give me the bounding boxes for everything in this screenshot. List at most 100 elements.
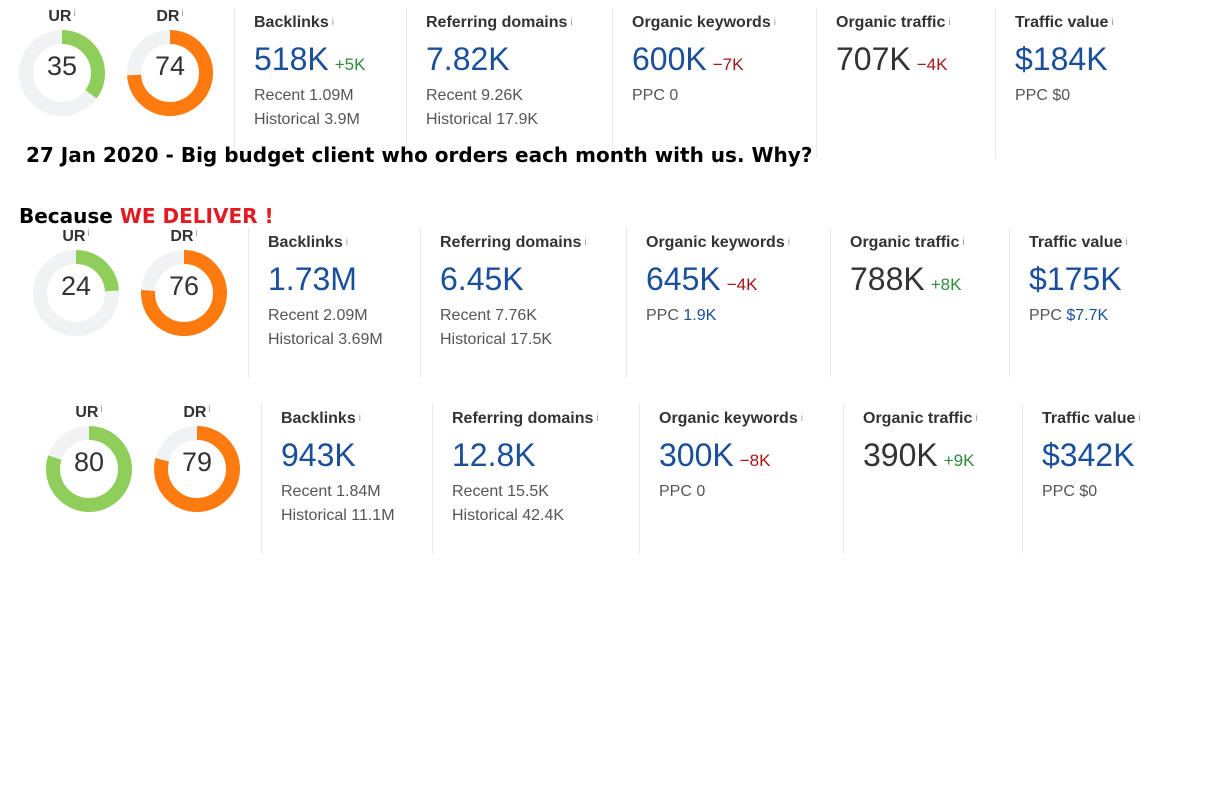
referring-domains-recent: Recent 15.5K: [452, 483, 549, 500]
backlinks-card[interactable]: Backlinks i 1.73M Recent 2.09M Historical…: [248, 228, 420, 378]
info-icon[interactable]: i: [800, 413, 803, 424]
referring-domains-card[interactable]: Referring domains i 6.45K Recent 7.76K Hi…: [420, 228, 626, 378]
info-icon[interactable]: i: [975, 413, 978, 424]
ur-gauge[interactable]: UR i 35: [14, 8, 110, 118]
ppc-value: 1.9K: [683, 307, 717, 324]
ppc-value: 0: [669, 87, 679, 104]
traffic-value-card[interactable]: Traffic value i $175K PPC $7.7K: [1009, 228, 1209, 378]
backlinks-historical: Historical 3.69M: [268, 331, 383, 348]
traffic-value-value[interactable]: $175K: [1029, 261, 1122, 297]
backlinks-card[interactable]: Backlinks i 943K Recent 1.84M Historical …: [261, 404, 433, 554]
ring-fill: [154, 426, 240, 512]
traffic-value-card[interactable]: Traffic value i $342K PPC $0: [1022, 404, 1222, 554]
info-icon[interactable]: i: [331, 17, 334, 28]
info-icon[interactable]: i: [358, 413, 361, 424]
info-icon[interactable]: i: [73, 8, 76, 19]
backlinks-value[interactable]: 1.73M: [268, 261, 357, 297]
referring-domains-value[interactable]: 12.8K: [452, 437, 536, 473]
organic-traffic-delta: −4K: [916, 55, 948, 74]
dr-gauge[interactable]: DR i 76: [136, 228, 232, 338]
backlinks-label: Backlinks: [281, 410, 356, 427]
ur-gauge[interactable]: UR i 80: [41, 404, 137, 514]
info-icon[interactable]: i: [100, 404, 103, 415]
referring-domains-historical: Historical 17.9K: [426, 111, 539, 128]
organic-traffic-value[interactable]: 788K: [850, 261, 925, 297]
organic-keywords-ppc: PPC 0: [659, 480, 843, 504]
rating-gauges: UR i 24 DR i 76: [28, 228, 268, 348]
ur-gauge[interactable]: UR i 24: [28, 228, 124, 338]
info-icon[interactable]: i: [584, 237, 587, 248]
info-icon[interactable]: i: [208, 404, 211, 415]
info-icon[interactable]: i: [87, 228, 90, 239]
traffic-value-ppc: PPC $0: [1042, 480, 1222, 504]
info-icon[interactable]: i: [773, 17, 776, 28]
organic-keywords-value[interactable]: 300K: [659, 437, 734, 473]
organic-traffic-card[interactable]: Organic traffic i 390K +9K: [843, 404, 1023, 554]
backlinks-historical: Historical 11.1M: [281, 507, 395, 524]
info-icon[interactable]: i: [345, 237, 348, 248]
dr-ring: [141, 250, 227, 336]
backlinks-label: Backlinks: [254, 14, 329, 31]
traffic-value-value[interactable]: $184K: [1015, 41, 1108, 77]
metrics-panel-1: UR i 35 DR i 74 Backlinks i 518K +5K Recent …: [0, 8, 1228, 158]
organic-keywords-label: Organic keywords: [632, 14, 771, 31]
info-icon[interactable]: i: [962, 237, 965, 248]
ur-label: UR: [62, 228, 86, 245]
info-icon[interactable]: i: [181, 8, 184, 19]
referring-domains-value[interactable]: 6.45K: [440, 261, 524, 297]
organic-keywords-label: Organic keywords: [646, 234, 785, 251]
organic-traffic-value[interactable]: 707K: [836, 41, 911, 77]
organic-traffic-card[interactable]: Organic traffic i 707K −4K: [816, 8, 996, 158]
ur-value: 35: [46, 51, 78, 81]
backlinks-value[interactable]: 518K: [254, 41, 329, 77]
ppc-label: PPC: [1042, 483, 1075, 500]
referring-domains-card[interactable]: Referring domains i 12.8K Recent 15.5K Hi…: [432, 404, 639, 554]
referring-domains-value[interactable]: 7.82K: [426, 41, 510, 77]
ppc-label: PPC: [659, 483, 692, 500]
dr-value: 74: [154, 51, 186, 81]
ur-ring: [19, 30, 105, 116]
ur-label: UR: [75, 404, 99, 421]
info-icon[interactable]: i: [787, 237, 790, 248]
backlinks-recent: Recent 1.84M: [281, 483, 381, 500]
organic-keywords-card[interactable]: Organic keywords i 300K −8K PPC 0: [639, 404, 843, 554]
backlinks-card[interactable]: Backlinks i 518K +5K Recent 1.09M Historic…: [234, 8, 406, 158]
backlinks-value[interactable]: 943K: [281, 437, 356, 473]
organic-keywords-value[interactable]: 600K: [632, 41, 707, 77]
organic-traffic-value[interactable]: 390K: [863, 437, 938, 473]
organic-traffic-label: Organic traffic: [863, 410, 973, 427]
info-icon[interactable]: i: [1125, 237, 1128, 248]
dr-ring: [154, 426, 240, 512]
referring-domains-card[interactable]: Referring domains i 7.82K Recent 9.26K Hi…: [406, 8, 612, 158]
info-icon[interactable]: i: [570, 17, 573, 28]
organic-keywords-delta: −8K: [739, 451, 771, 470]
organic-keywords-card[interactable]: Organic keywords i 645K −4K PPC 1.9K: [626, 228, 830, 378]
referring-domains-label: Referring domains: [426, 14, 568, 31]
dr-gauge[interactable]: DR i 74: [122, 8, 218, 118]
traffic-value-value[interactable]: $342K: [1042, 437, 1135, 473]
dr-gauge[interactable]: DR i 79: [149, 404, 245, 514]
ppc-label: PPC: [1029, 307, 1062, 324]
info-icon[interactable]: i: [1111, 17, 1114, 28]
organic-keywords-ppc: PPC 1.9K: [646, 304, 830, 328]
info-icon[interactable]: i: [948, 17, 951, 28]
organic-keywords-card[interactable]: Organic keywords i 600K −7K PPC 0: [612, 8, 816, 158]
organic-keywords-delta: −7K: [712, 55, 744, 74]
dr-label: DR: [170, 228, 194, 245]
ppc-label: PPC: [632, 87, 665, 104]
organic-traffic-card[interactable]: Organic traffic i 788K +8K: [830, 228, 1010, 378]
caption-date-note: 27 Jan 2020 - Big budget client who orde…: [26, 143, 813, 167]
ppc-value: $0: [1052, 87, 1071, 104]
organic-keywords-value[interactable]: 645K: [646, 261, 721, 297]
organic-keywords-label: Organic keywords: [659, 410, 798, 427]
traffic-value-card[interactable]: Traffic value i $184K PPC $0: [995, 8, 1195, 158]
caption-because: Because WE DELIVER !: [19, 204, 274, 228]
ring-fill: [127, 30, 213, 116]
info-icon[interactable]: i: [195, 228, 198, 239]
dr-ring: [127, 30, 213, 116]
ppc-label: PPC: [1015, 87, 1048, 104]
info-icon[interactable]: i: [596, 413, 599, 424]
traffic-value-ppc: PPC $7.7K: [1029, 304, 1209, 328]
info-icon[interactable]: i: [1138, 413, 1141, 424]
organic-traffic-label: Organic traffic: [836, 14, 946, 31]
